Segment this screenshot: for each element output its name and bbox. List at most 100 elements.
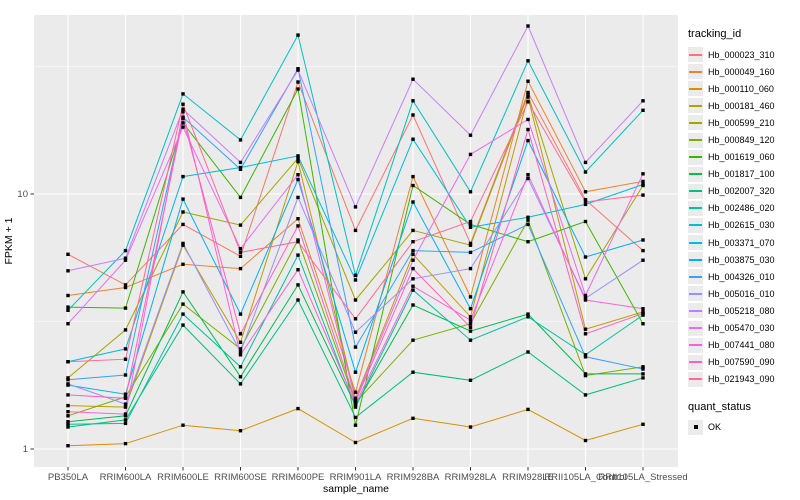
data-point (238, 223, 243, 227)
legend-key-swatch (688, 47, 703, 63)
data-point (468, 133, 473, 137)
legend-item-Hb_000849_120: Hb_000849_120 (688, 131, 800, 148)
data-point (353, 440, 358, 445)
legend-label: Hb_021943_090 (708, 374, 775, 385)
data-point (181, 174, 185, 179)
legend-line-icon (689, 241, 702, 244)
data-point (66, 269, 70, 273)
data-point (353, 278, 358, 282)
data-point (296, 298, 300, 302)
data-point (123, 441, 128, 446)
legend-line-icon (689, 104, 702, 107)
data-point (583, 327, 588, 331)
data-point (526, 240, 530, 244)
data-point (238, 382, 243, 386)
data-point (468, 266, 473, 271)
data-point (66, 382, 70, 386)
data-point (181, 241, 185, 246)
data-point (411, 228, 415, 233)
x-tick-label: RRIM600LA (100, 472, 152, 483)
data-point (238, 429, 243, 433)
data-point (468, 318, 473, 322)
data-point (468, 225, 473, 229)
data-point (583, 160, 588, 165)
data-point (66, 293, 70, 298)
data-point (353, 405, 358, 409)
data-point (641, 311, 645, 316)
data-point (468, 250, 473, 255)
legend-label: Hb_000110_060 (708, 83, 774, 94)
data-point (181, 110, 185, 114)
data-point (181, 210, 185, 214)
data-point (296, 177, 300, 182)
data-point (123, 373, 128, 377)
legend-label: Hb_004326_010 (708, 271, 775, 282)
data-point (296, 283, 300, 287)
data-point (641, 372, 645, 376)
legend-key-swatch (688, 64, 703, 80)
data-point (66, 444, 70, 448)
data-point (296, 224, 300, 228)
data-point (123, 347, 128, 351)
legend-key-swatch (688, 98, 703, 114)
data-point (66, 376, 70, 380)
data-point (181, 197, 185, 201)
legend-key-swatch (688, 354, 703, 370)
data-point (468, 425, 473, 429)
data-point (296, 159, 300, 164)
data-point (583, 202, 588, 207)
data-point (526, 117, 530, 122)
data-point (468, 315, 473, 319)
data-point (181, 302, 185, 306)
black-square-marker-icon (693, 425, 698, 430)
data-point (468, 378, 473, 382)
legend-label: Hb_005218_080 (708, 305, 775, 316)
legend-label: OK (708, 422, 722, 433)
legend-item-ok: OK (688, 419, 800, 436)
legend-item-Hb_001619_060: Hb_001619_060 (688, 149, 800, 166)
legend-key-swatch (688, 115, 703, 131)
data-point (66, 360, 70, 364)
x-tick-label: RRIM928LA (445, 472, 497, 483)
legend-line-icon (689, 309, 702, 312)
legend-line-icon (689, 190, 702, 193)
legend-items: Hb_000023_310 Hb_000049_160 Hb_000110_060 H… (688, 46, 800, 388)
data-point (296, 154, 300, 158)
data-point (353, 399, 358, 403)
data-point (641, 322, 645, 326)
legend-item-Hb_000023_310: Hb_000023_310 (688, 46, 800, 63)
legend-item-Hb_000181_460: Hb_000181_460 (688, 97, 800, 114)
data-point (641, 238, 645, 242)
legend-key-swatch (688, 217, 703, 233)
data-point (641, 258, 645, 262)
data-point (238, 160, 243, 165)
data-point (468, 152, 473, 157)
data-point (526, 407, 530, 412)
data-point (641, 248, 645, 253)
data-point (411, 137, 415, 141)
legend-key-swatch (688, 132, 703, 148)
data-point (468, 241, 473, 246)
data-point (123, 405, 128, 409)
legend-label: Hb_002615_030 (708, 220, 775, 231)
legend-line-icon (689, 292, 702, 295)
legend-item-Hb_007590_090: Hb_007590_090 (688, 354, 800, 371)
data-point (296, 173, 300, 177)
data-point (641, 99, 645, 103)
data-point (181, 125, 185, 129)
data-point (468, 325, 473, 329)
data-point (526, 93, 530, 97)
data-point (411, 99, 415, 103)
data-point (181, 423, 185, 427)
data-point (468, 219, 473, 224)
data-point (238, 347, 243, 351)
data-point (353, 390, 358, 394)
legend-item-Hb_005218_080: Hb_005218_080 (688, 302, 800, 319)
x-tick-label: RRIM600PE (272, 472, 325, 483)
data-point (583, 332, 588, 336)
legend-key-swatch (688, 166, 703, 182)
data-point (238, 332, 243, 336)
data-point (123, 357, 128, 361)
data-point (583, 198, 588, 202)
